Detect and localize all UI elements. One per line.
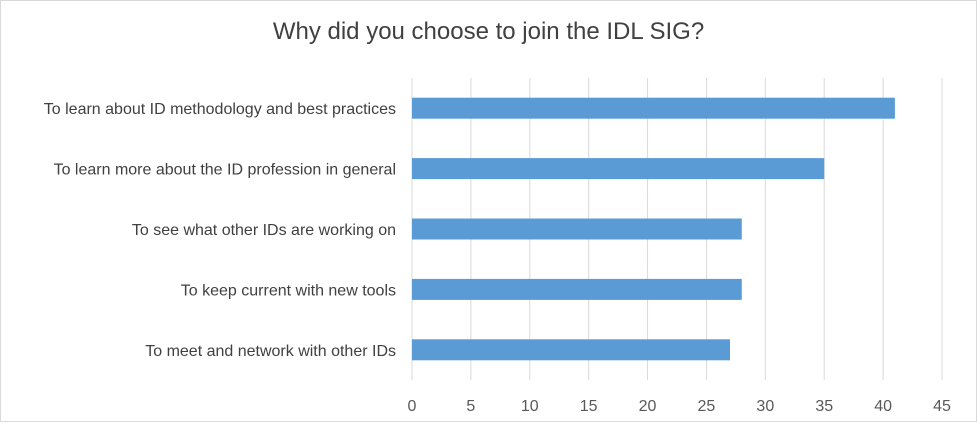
- x-tick-label: 25: [698, 398, 716, 415]
- bar: [412, 218, 742, 240]
- x-tick-label: 15: [580, 398, 598, 415]
- category-label: To learn about ID methodology and best p…: [44, 101, 396, 118]
- x-tick-label: 20: [639, 398, 657, 415]
- bar: [412, 339, 730, 361]
- category-label: To meet and network with other IDs: [145, 343, 396, 360]
- bar: [412, 97, 895, 119]
- category-label: To learn more about the ID profession in…: [54, 162, 396, 179]
- category-labels: To learn about ID methodology and best p…: [44, 101, 396, 360]
- chart-title: Why did you choose to join the IDL SIG?: [272, 18, 705, 45]
- x-tick-label: 40: [874, 398, 892, 415]
- x-tick-labels: 0 5 10 15 20 25 30 35 40 45: [408, 398, 951, 415]
- bars: [412, 97, 895, 361]
- bar: [412, 278, 742, 300]
- category-label: To keep current with new tools: [181, 282, 396, 299]
- x-tick-label: 0: [408, 398, 417, 415]
- bar: [412, 158, 825, 180]
- category-label: To see what other IDs are working on: [132, 222, 396, 239]
- x-tick-label: 5: [466, 398, 475, 415]
- x-tick-label: 35: [815, 398, 833, 415]
- x-tick-label: 10: [521, 398, 539, 415]
- x-tick-label: 45: [933, 398, 951, 415]
- x-tick-label: 30: [756, 398, 774, 415]
